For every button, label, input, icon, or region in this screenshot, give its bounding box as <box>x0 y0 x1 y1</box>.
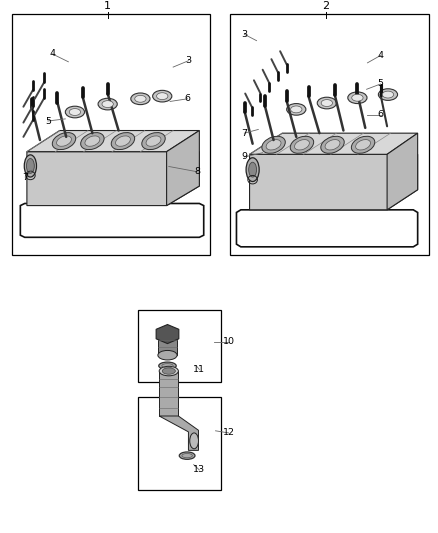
Bar <box>158 334 177 355</box>
Ellipse shape <box>262 136 285 154</box>
Bar <box>230 14 428 255</box>
Ellipse shape <box>351 136 375 154</box>
Ellipse shape <box>179 452 195 459</box>
Ellipse shape <box>81 133 104 150</box>
Ellipse shape <box>287 103 306 115</box>
Ellipse shape <box>356 140 371 150</box>
Text: 5: 5 <box>378 79 384 88</box>
Polygon shape <box>387 133 418 210</box>
Ellipse shape <box>142 133 165 150</box>
Ellipse shape <box>69 109 81 116</box>
Text: 10: 10 <box>223 337 235 346</box>
Text: 8: 8 <box>194 167 200 176</box>
Ellipse shape <box>98 98 117 110</box>
Text: 13: 13 <box>193 465 205 474</box>
Text: 2: 2 <box>322 1 329 11</box>
Ellipse shape <box>146 136 161 146</box>
Ellipse shape <box>294 140 309 150</box>
Text: 1: 1 <box>104 1 111 11</box>
Bar <box>138 310 221 382</box>
Ellipse shape <box>52 133 76 150</box>
Text: 7: 7 <box>22 173 28 182</box>
Polygon shape <box>159 371 178 416</box>
Text: 6: 6 <box>378 110 384 119</box>
Text: 3: 3 <box>241 30 247 39</box>
Polygon shape <box>166 131 199 206</box>
Ellipse shape <box>246 158 259 182</box>
Ellipse shape <box>348 92 367 103</box>
Text: 11: 11 <box>193 365 205 374</box>
Ellipse shape <box>57 136 71 146</box>
Ellipse shape <box>102 101 113 108</box>
Ellipse shape <box>111 133 134 150</box>
Text: 6: 6 <box>184 94 191 103</box>
Bar <box>138 398 221 490</box>
Text: 4: 4 <box>378 51 384 60</box>
Ellipse shape <box>26 158 34 173</box>
Ellipse shape <box>290 136 314 154</box>
Polygon shape <box>250 133 418 155</box>
Polygon shape <box>156 325 179 344</box>
Text: 3: 3 <box>185 56 191 65</box>
Ellipse shape <box>190 433 198 449</box>
Ellipse shape <box>135 95 146 102</box>
Ellipse shape <box>158 350 177 360</box>
Ellipse shape <box>290 106 302 113</box>
Ellipse shape <box>24 155 36 177</box>
Ellipse shape <box>65 106 85 118</box>
Text: 4: 4 <box>49 50 55 59</box>
Ellipse shape <box>266 140 281 150</box>
Ellipse shape <box>116 136 131 146</box>
Text: 9: 9 <box>241 152 247 161</box>
Ellipse shape <box>325 140 340 150</box>
Ellipse shape <box>131 93 150 104</box>
Ellipse shape <box>249 162 257 177</box>
Ellipse shape <box>321 136 344 154</box>
Text: 5: 5 <box>45 117 51 125</box>
Ellipse shape <box>159 366 178 376</box>
Ellipse shape <box>321 100 332 107</box>
Ellipse shape <box>85 136 100 146</box>
Ellipse shape <box>382 91 394 98</box>
Polygon shape <box>27 152 199 206</box>
Ellipse shape <box>156 93 168 100</box>
Ellipse shape <box>162 368 175 374</box>
Polygon shape <box>159 416 198 450</box>
Ellipse shape <box>378 89 398 100</box>
Bar <box>12 14 210 255</box>
Polygon shape <box>27 131 199 152</box>
Text: 7: 7 <box>241 128 247 138</box>
Ellipse shape <box>152 90 172 102</box>
Ellipse shape <box>352 94 363 101</box>
Text: 12: 12 <box>223 429 235 438</box>
Ellipse shape <box>159 362 176 369</box>
Polygon shape <box>250 155 418 210</box>
Ellipse shape <box>317 97 336 109</box>
